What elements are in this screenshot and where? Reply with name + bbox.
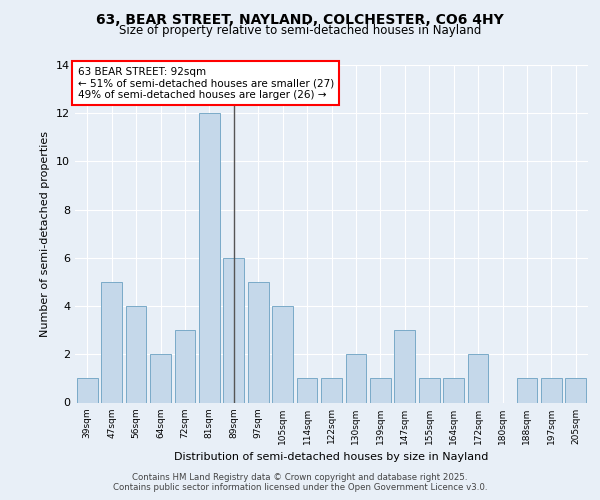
- Bar: [541, 378, 562, 402]
- Bar: [175, 330, 196, 402]
- X-axis label: Distribution of semi-detached houses by size in Nayland: Distribution of semi-detached houses by …: [175, 452, 488, 462]
- Bar: [517, 378, 538, 402]
- Bar: [443, 378, 464, 402]
- Bar: [150, 354, 171, 403]
- Bar: [296, 378, 317, 402]
- Bar: [321, 378, 342, 402]
- Bar: [199, 113, 220, 403]
- Text: Size of property relative to semi-detached houses in Nayland: Size of property relative to semi-detach…: [119, 24, 481, 37]
- Y-axis label: Number of semi-detached properties: Number of semi-detached properties: [40, 130, 50, 337]
- Bar: [77, 378, 98, 402]
- Bar: [565, 378, 586, 402]
- Text: Contains HM Land Registry data © Crown copyright and database right 2025.
Contai: Contains HM Land Registry data © Crown c…: [113, 472, 487, 492]
- Bar: [370, 378, 391, 402]
- Bar: [272, 306, 293, 402]
- Bar: [467, 354, 488, 403]
- Text: 63, BEAR STREET, NAYLAND, COLCHESTER, CO6 4HY: 63, BEAR STREET, NAYLAND, COLCHESTER, CO…: [96, 12, 504, 26]
- Bar: [346, 354, 367, 403]
- Bar: [419, 378, 440, 402]
- Bar: [248, 282, 269, 403]
- Bar: [223, 258, 244, 402]
- Bar: [394, 330, 415, 402]
- Bar: [101, 282, 122, 403]
- Text: 63 BEAR STREET: 92sqm
← 51% of semi-detached houses are smaller (27)
49% of semi: 63 BEAR STREET: 92sqm ← 51% of semi-deta…: [77, 66, 334, 100]
- Bar: [125, 306, 146, 402]
